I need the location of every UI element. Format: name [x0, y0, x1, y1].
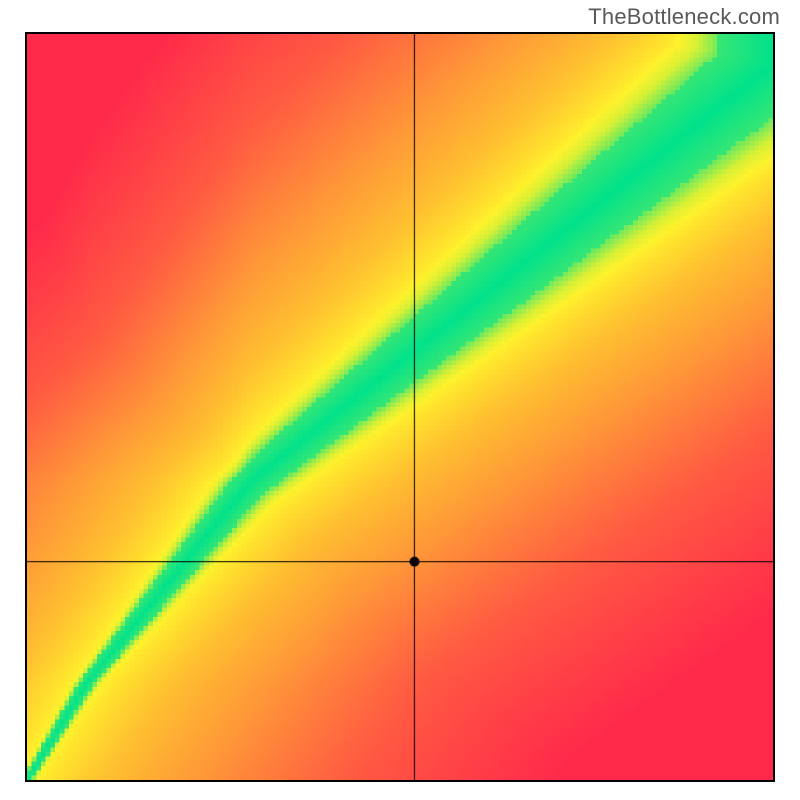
watermark-text: TheBottleneck.com [588, 4, 780, 30]
crosshair-overlay [27, 34, 773, 780]
bottleneck-heatmap [25, 32, 775, 782]
